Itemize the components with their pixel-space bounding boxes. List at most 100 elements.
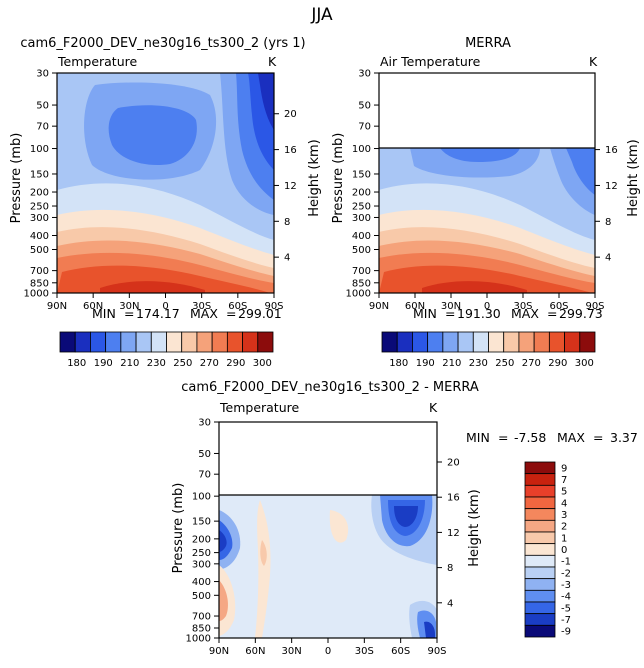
colorbar-tick-label: 0 — [561, 545, 567, 556]
colorbar-tick-label: 4 — [561, 498, 567, 509]
panel-diff-ylabel: Pressure (mb) — [171, 483, 186, 574]
y-tick-label: 1000 — [346, 289, 371, 300]
panel-diff-variable: Temperature — [219, 400, 299, 415]
height-tick-label: 12 — [284, 181, 297, 192]
panel-obs-colorbar: 180 190 210 230 250 270 290 300 — [381, 331, 596, 369]
y-tick-label: 700 — [352, 266, 371, 277]
colorbar-swatch — [524, 578, 556, 591]
diff-neg-nh-peak — [219, 530, 227, 552]
field-layer-295 — [422, 281, 527, 293]
y-tick-label: 70 — [198, 470, 211, 481]
colorbar-tick-label: 270 — [522, 358, 541, 369]
panel-diff-title: cam6_F2000_DEV_ne30g16_ts300_2 - MERRA — [181, 380, 479, 395]
panel-model-variable: Temperature — [57, 54, 137, 69]
y-tick-label: 200 — [192, 534, 211, 545]
y-tick-label: 250 — [192, 548, 211, 559]
colorbar-swatch — [518, 331, 535, 353]
height-tick-label: 20 — [284, 109, 297, 120]
colorbar-tick-label: -7 — [561, 615, 571, 626]
y-tick-label: 30 — [36, 69, 49, 80]
panel-diff-field — [219, 422, 437, 638]
colorbar-tick-label: 250 — [173, 358, 192, 369]
x-tick-label: 0 — [325, 646, 331, 657]
diff-pos-low-core — [219, 580, 228, 621]
colorbar-tick-label: 1 — [561, 533, 567, 544]
x-tick-label: 30N — [282, 646, 302, 657]
colorbar-swatch — [564, 331, 581, 353]
x-tick-label: 30S — [355, 646, 374, 657]
colorbar-tick-label: 190 — [416, 358, 435, 369]
y-tick-label: 850 — [352, 278, 371, 289]
panel-model-ylabel: Pressure (mb) — [9, 133, 24, 224]
y-tick-label: 100 — [192, 492, 211, 503]
stats-eq: = — [124, 306, 134, 321]
x-tick-label: 60N — [83, 301, 103, 312]
colorbar-tick-label: 290 — [548, 358, 567, 369]
colorbar-swatch — [524, 543, 556, 556]
field-layer-295 — [100, 281, 205, 293]
y-tick-label: 70 — [36, 122, 49, 133]
y-tick-label: 500 — [352, 245, 371, 256]
colorbar-swatch — [196, 331, 213, 353]
y-tick-label: 300 — [352, 213, 371, 224]
panel-model-field — [57, 73, 274, 293]
panel-diff-max-value: 3.37 — [610, 430, 638, 445]
colorbar-swatch — [524, 601, 556, 615]
colorbar-swatch — [524, 519, 556, 533]
x-tick-label: 30S — [513, 301, 532, 312]
colorbar-tick-label: 270 — [200, 358, 219, 369]
y-tick-label: 1000 — [186, 634, 211, 645]
y-tick-label: 400 — [352, 231, 371, 242]
stats-eq: = — [593, 430, 603, 445]
stats-eq: = — [445, 306, 455, 321]
colorbar-swatch — [396, 331, 413, 353]
colorbar-tick-label: 210 — [442, 358, 461, 369]
y-tick-label: 50 — [198, 449, 211, 460]
y-tick-label: 300 — [192, 559, 211, 570]
panel-obs-stats: MIN = 191.30 MAX = 299.73 — [413, 306, 603, 321]
colorbar-tick-label: 300 — [575, 358, 594, 369]
y-tick-label: 100 — [30, 144, 49, 155]
colorbar-tick-label: 230 — [147, 358, 166, 369]
height-tick-label: 20 — [447, 458, 460, 469]
x-tick-label: 90S — [264, 301, 283, 312]
colorbar-tick-label: -4 — [561, 592, 571, 603]
panel-model-max-label: MAX — [190, 306, 218, 321]
colorbar-tick-label: -2 — [561, 568, 571, 579]
colorbar-swatch — [524, 496, 556, 510]
colorbar-tick-label: 180 — [389, 358, 408, 369]
field-layer-200 — [108, 105, 197, 166]
colorbar-tick-label: 7 — [561, 475, 567, 486]
colorbar-swatch — [120, 331, 137, 353]
x-tick-label: 90N — [209, 646, 229, 657]
colorbar-tick-label: 250 — [495, 358, 514, 369]
height-tick-label: 8 — [447, 563, 453, 574]
panel-model-min-value: 174.17 — [136, 306, 180, 321]
colorbar-swatch — [226, 331, 243, 353]
colorbar-tick-label: 9 — [561, 463, 567, 474]
panel-obs-max-label: MAX — [511, 306, 539, 321]
height-tick-label: 12 — [605, 181, 618, 192]
colorbar-tick-label: -3 — [561, 580, 571, 591]
colorbar-tick-label: 180 — [67, 358, 86, 369]
colorbar-tick-label: 300 — [253, 358, 272, 369]
colorbar-tick-label: 2 — [561, 522, 567, 533]
panel-diff-stats: MIN = -7.58 MAX = 3.37 — [466, 430, 638, 445]
field-layer-200 — [440, 148, 520, 162]
colorbar-swatch — [135, 331, 152, 353]
colorbar-swatch — [150, 331, 167, 353]
diff-neg-surface-peak — [424, 621, 435, 638]
x-tick-label: 0 — [162, 301, 168, 312]
panel-model-title: cam6_F2000_DEV_ne30g16_ts300_2 (yrs 1) — [20, 36, 305, 51]
height-tick-label: 12 — [447, 528, 460, 539]
colorbar-swatch — [412, 331, 429, 353]
height-tick-label: 4 — [447, 598, 453, 609]
x-tick-label: 0 — [484, 301, 490, 312]
panel-model-max-value: 299.01 — [238, 306, 282, 321]
colorbar-swatch — [524, 531, 556, 545]
stats-eq: = — [226, 306, 236, 321]
y-tick-label: 500 — [30, 245, 49, 256]
colorbar-swatch — [524, 624, 556, 638]
